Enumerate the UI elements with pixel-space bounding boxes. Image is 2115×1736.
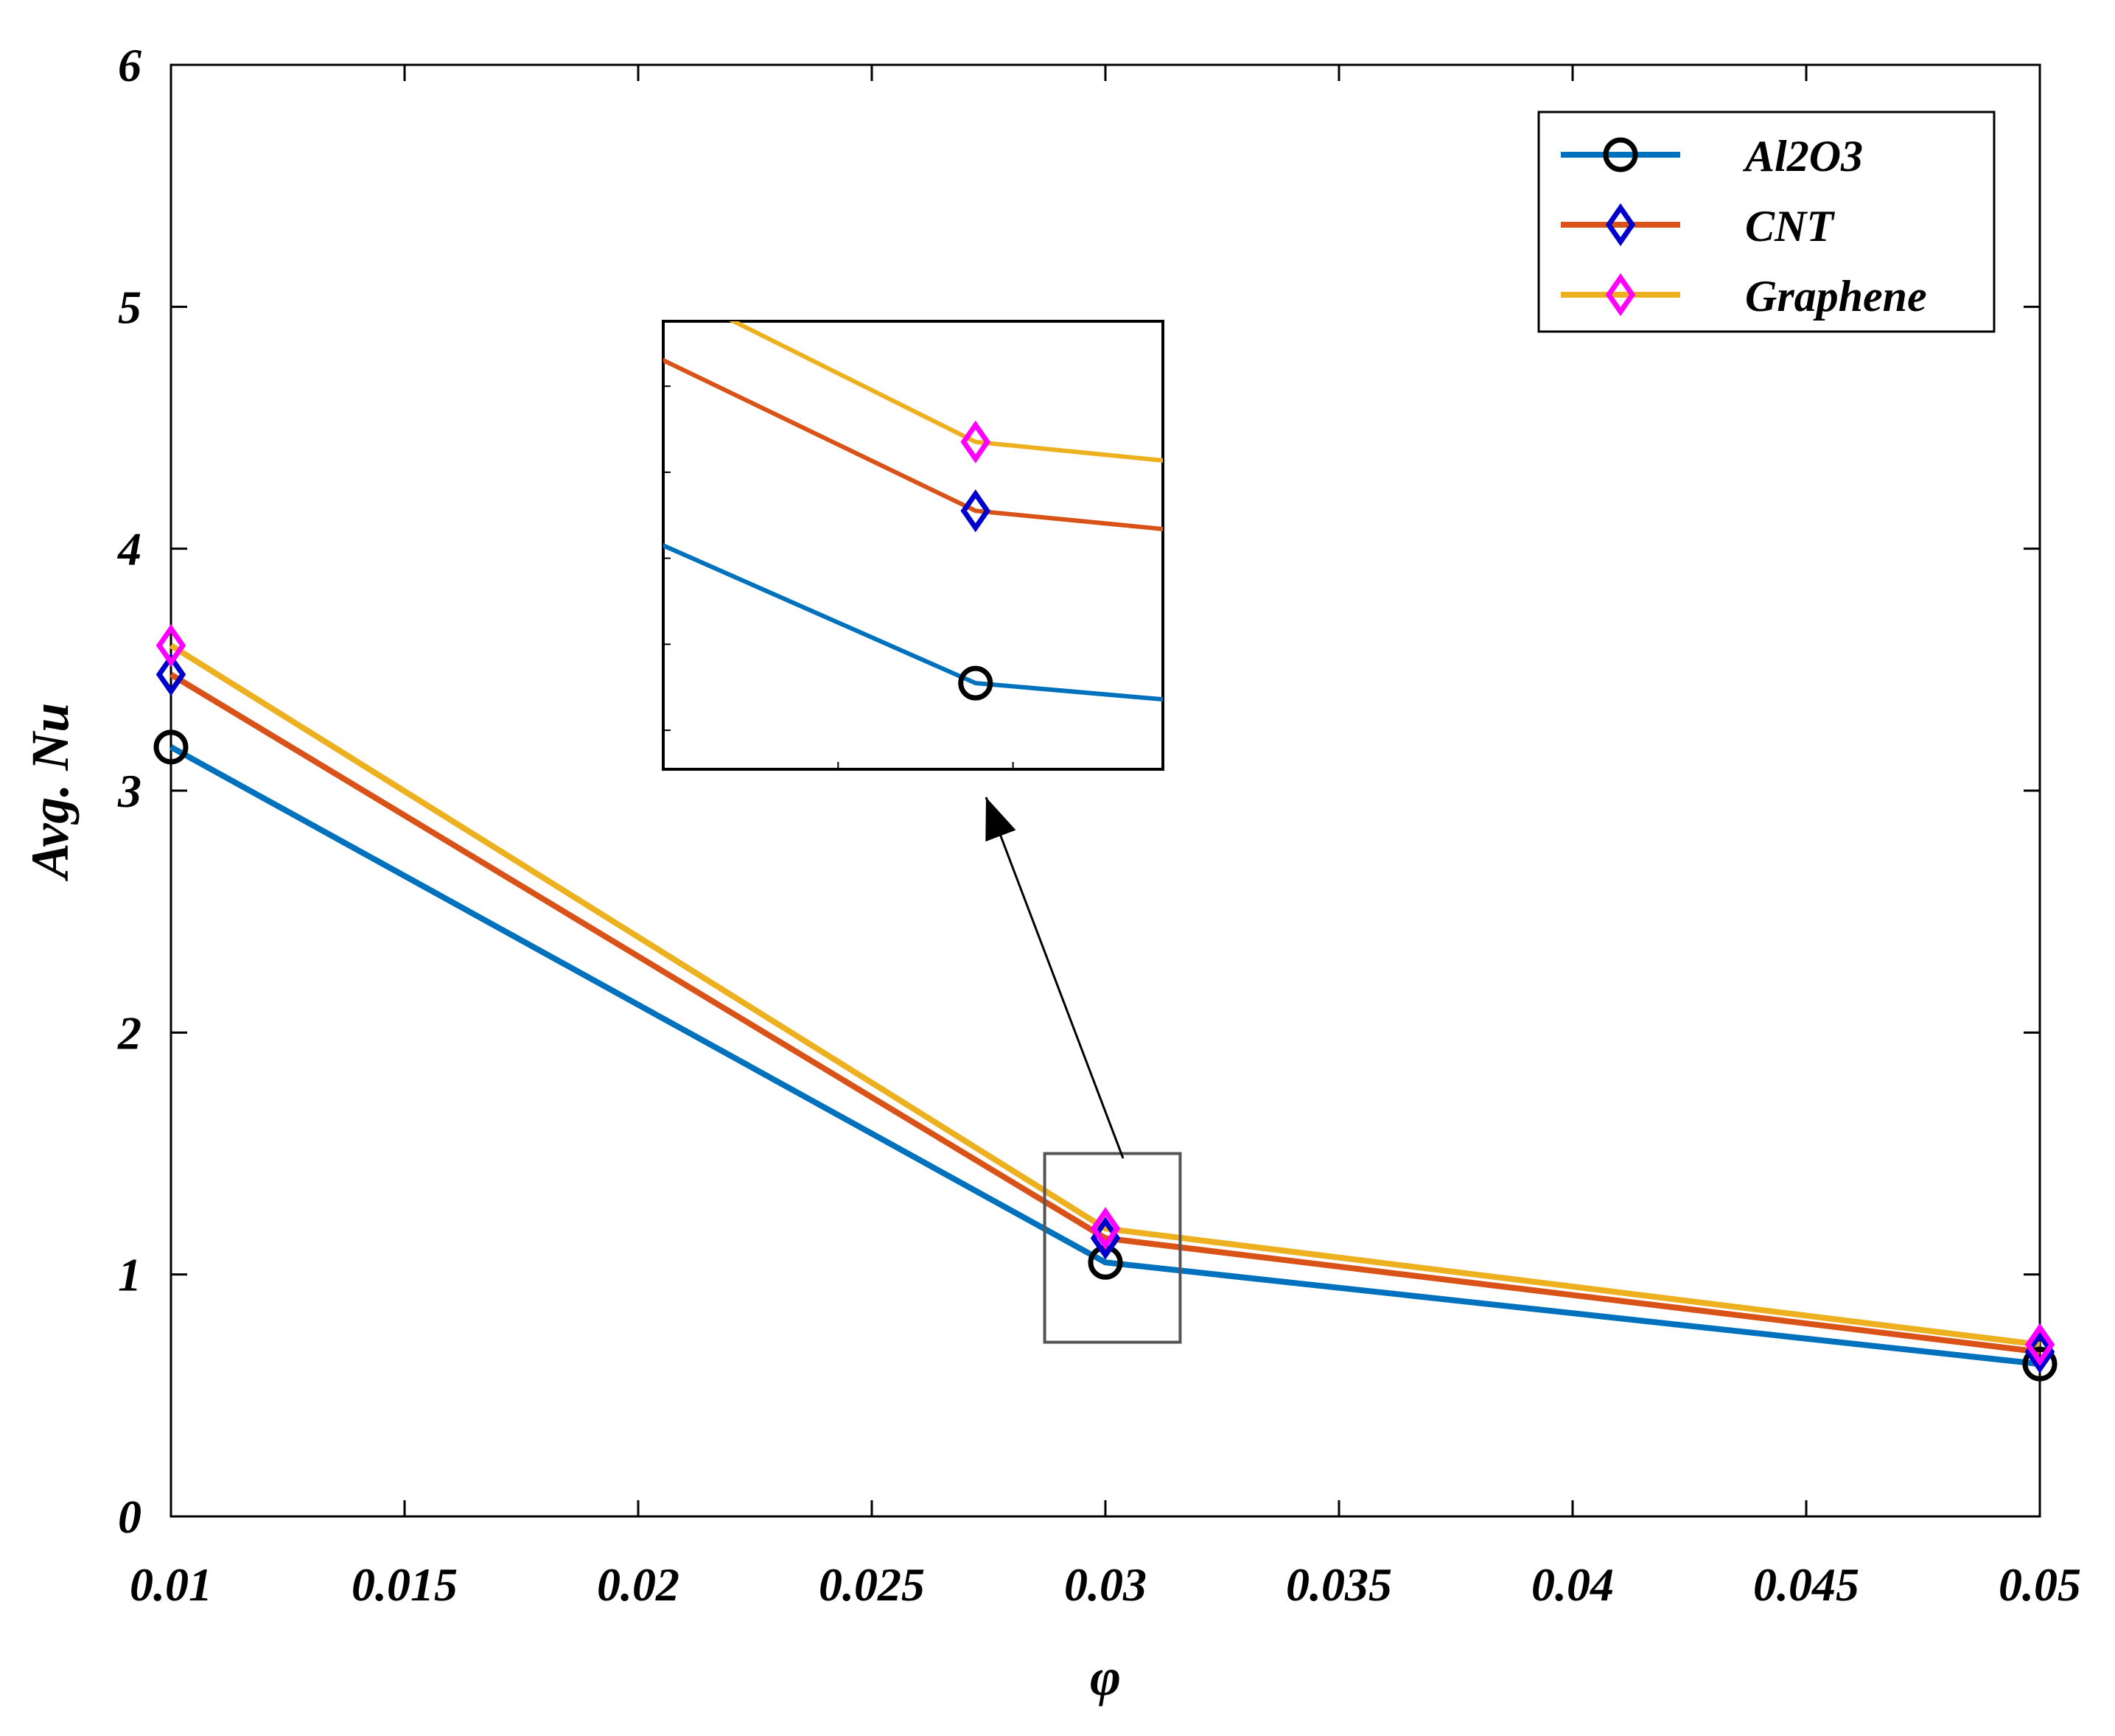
x-tick-label: 0.01 <box>130 1558 212 1611</box>
data-point-cnt <box>155 653 186 696</box>
legend-marker-al2o3 <box>1603 137 1638 172</box>
x-tick-label: 0.03 <box>1064 1558 1147 1611</box>
series-line-cnt <box>169 671 2041 1355</box>
inset-data-point-graphene <box>960 420 991 463</box>
legend-marker-cnt <box>1605 203 1636 247</box>
zoom-region-box <box>1043 1152 1182 1344</box>
legend-label-graphene: Graphene <box>1745 272 1927 321</box>
inset-data-point-cnt <box>960 489 991 533</box>
x-tick-label: 0.02 <box>597 1558 679 1611</box>
legend-marker-graphene <box>1605 273 1636 317</box>
legend-label-al2o3: Al2O3 <box>1742 132 1863 181</box>
y-tick-label: 2 <box>117 1007 141 1059</box>
zoom-arrow-line <box>985 797 1125 1159</box>
x-tick-label: 0.05 <box>1999 1558 2081 1611</box>
y-tick-label: 3 <box>117 765 141 817</box>
x-tick-label: 0.025 <box>819 1558 925 1611</box>
y-axis-label: Avg. Nu <box>21 703 80 882</box>
y-tick-label: 5 <box>118 281 141 333</box>
inset-frame <box>662 320 1164 771</box>
data-point-al2o3 <box>2022 1346 2058 1382</box>
y-tick-label: 6 <box>118 39 141 91</box>
data-point-al2o3 <box>153 729 189 765</box>
inset-data-point-al2o3 <box>958 665 993 701</box>
data-point-graphene <box>155 623 186 668</box>
y-tick-label: 0 <box>118 1491 141 1543</box>
x-tick-label: 0.015 <box>352 1558 458 1611</box>
zoom-arrow-head <box>985 797 1016 842</box>
series-line-graphene <box>169 643 2041 1348</box>
legend-label-cnt: CNT <box>1745 202 1835 251</box>
x-tick-label: 0.035 <box>1286 1558 1392 1611</box>
inset-series-line-cnt <box>663 357 1163 531</box>
y-tick-label: 4 <box>117 523 141 575</box>
inset-series-line-al2o3 <box>663 543 1163 702</box>
x-tick-label: 0.045 <box>1753 1558 1859 1611</box>
series-line-al2o3 <box>169 744 2041 1368</box>
inset-series-line-graphene <box>728 321 1163 463</box>
inset-plot <box>663 321 1163 702</box>
data-point-graphene <box>1090 1207 1121 1250</box>
data-point-graphene <box>2024 1323 2055 1367</box>
y-tick-label: 1 <box>118 1249 141 1301</box>
x-tick-label: 0.04 <box>1531 1558 1614 1611</box>
x-axis-label: φ <box>1090 1648 1121 1707</box>
